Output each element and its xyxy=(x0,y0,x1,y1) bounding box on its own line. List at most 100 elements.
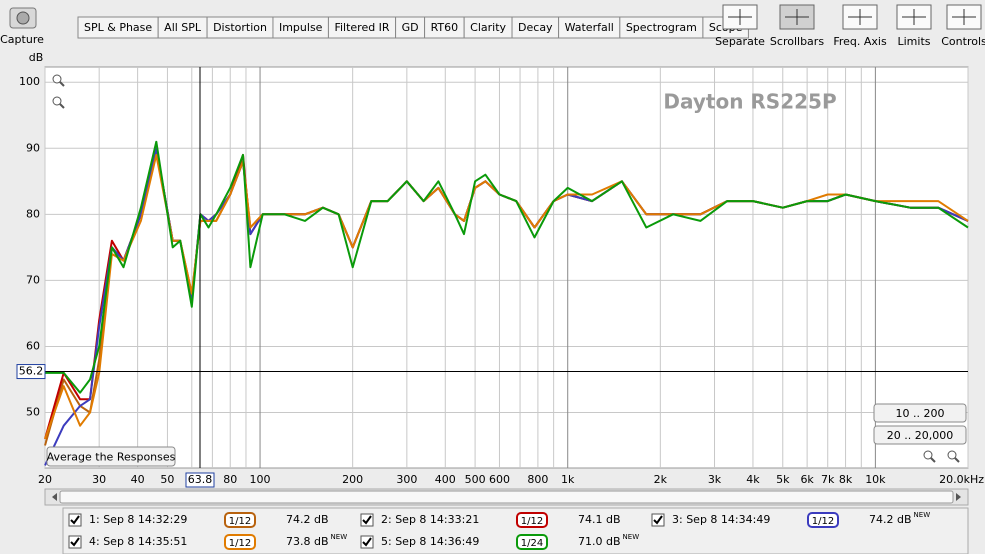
x-tick-label: 600 xyxy=(489,473,510,486)
legend-check[interactable] xyxy=(70,537,80,547)
x-tick-label: 20.0kHz xyxy=(939,473,984,486)
zoom-icon[interactable] xyxy=(923,450,936,463)
button[interactable]: 10 .. 200 xyxy=(873,403,967,423)
y-tick-label: 50 xyxy=(26,406,40,419)
tab[interactable]: Clarity xyxy=(463,16,513,39)
tab[interactable]: RT60 xyxy=(424,16,465,39)
smoothing-label: 1/12 xyxy=(229,516,251,527)
y-axis-label: dB xyxy=(29,51,44,64)
overlay: 56.2 63.8 10 .. 200 20 .. 20,000 Average the… xyxy=(16,67,968,488)
button[interactable]: Average the Responses xyxy=(46,446,176,467)
smoothing-label: 1/12 xyxy=(812,516,834,527)
view-button[interactable]: Limits xyxy=(896,4,932,48)
zoom-icon[interactable] xyxy=(52,96,65,109)
view-buttons: Separate Scrollbars Freq. Axis Limits Contro… xyxy=(715,4,985,48)
legend-level: 74.2 dB xyxy=(869,513,912,526)
tab[interactable]: Impulse xyxy=(272,16,329,39)
x-tick-label: 80 xyxy=(223,473,237,486)
tab[interactable]: GD xyxy=(395,16,426,39)
tab[interactable]: All SPL xyxy=(157,16,208,39)
zoom-lens[interactable] xyxy=(52,96,62,106)
tab[interactable]: Decay xyxy=(511,16,560,39)
view-glyph[interactable] xyxy=(728,9,752,25)
zoom-handle[interactable] xyxy=(930,457,936,463)
zoom-handle[interactable] xyxy=(59,81,65,87)
smoothing-box[interactable] xyxy=(224,512,256,528)
tab-label: SPL & Phase xyxy=(84,21,152,34)
plot-area xyxy=(44,66,969,469)
tab[interactable]: SPL & Phase xyxy=(77,16,159,39)
button-box[interactable] xyxy=(46,446,176,467)
smoothing-box[interactable] xyxy=(224,534,256,550)
legend-check[interactable] xyxy=(362,537,372,547)
zoom-lens[interactable] xyxy=(923,450,933,460)
smoothing-box[interactable] xyxy=(516,534,548,550)
scrollbar[interactable] xyxy=(44,488,969,506)
legend-level: 73.8 dB xyxy=(286,535,329,548)
smoothing-box[interactable] xyxy=(516,512,548,528)
chart-title: Dayton RS225P xyxy=(663,90,836,114)
legend-check[interactable] xyxy=(70,515,80,525)
tab[interactable]: Waterfall xyxy=(558,16,621,39)
button-box[interactable] xyxy=(873,403,967,423)
view-button[interactable]: Freq. Axis xyxy=(833,4,887,48)
view-glyph[interactable] xyxy=(952,9,976,25)
legend-name: 3: Sep 8 14:34:49 xyxy=(672,513,770,526)
y-tick-label: 100 xyxy=(19,75,40,88)
tab-label: All SPL xyxy=(164,21,202,34)
smoothing-box[interactable] xyxy=(807,512,839,528)
button[interactable]: 20 .. 20,000 xyxy=(873,425,967,445)
view-button[interactable]: Controls xyxy=(941,4,985,48)
x-tick-label: 800 xyxy=(527,473,548,486)
tab[interactable]: Filtered IR xyxy=(327,16,397,39)
tab-bar: SPL & Phase All SPL Distortion Impulse Filte… xyxy=(77,16,749,39)
tab[interactable]: Distortion xyxy=(206,16,274,39)
legend-entry: 5: Sep 8 14:36:49 1/24 71.0 dB NEW xyxy=(360,533,639,550)
legend-check[interactable] xyxy=(653,515,663,525)
x-tick-label: 300 xyxy=(396,473,417,486)
tab-label: Waterfall xyxy=(565,21,614,34)
legend-name: 4: Sep 8 14:35:51 xyxy=(89,535,187,548)
cursor-y-box xyxy=(16,364,46,380)
x-tick-label: 30 xyxy=(92,473,106,486)
x-tick-label: 40 xyxy=(131,473,145,486)
x-tick-label: 500 xyxy=(465,473,486,486)
zoom-handle[interactable] xyxy=(954,457,960,463)
capture-icon[interactable] xyxy=(9,7,37,29)
x-tick-label: 400 xyxy=(435,473,456,486)
legend-entry: 3: Sep 8 14:34:49 1/12 74.2 dB NEW xyxy=(651,511,931,528)
legend-check[interactable] xyxy=(362,515,372,525)
button-box[interactable] xyxy=(873,425,967,445)
lines xyxy=(45,142,968,466)
zoom-icon[interactable] xyxy=(947,450,960,463)
view-button[interactable]: Separate xyxy=(715,4,765,48)
legend-name: 5: Sep 8 14:36:49 xyxy=(381,535,479,548)
legend-badge: NEW xyxy=(331,533,348,541)
x-tick-label: 3k xyxy=(708,473,722,486)
zoom-lens[interactable] xyxy=(52,74,62,84)
grid xyxy=(44,67,969,468)
x-tick-label: 200 xyxy=(342,473,363,486)
smoothing-label: 1/12 xyxy=(229,538,251,549)
tab[interactable]: Spectrogram xyxy=(619,16,704,39)
cursor-x-label: 63.8 xyxy=(188,473,213,486)
tab-label: Spectrogram xyxy=(626,21,697,34)
series-line xyxy=(45,142,968,393)
view-glyph[interactable] xyxy=(785,9,809,25)
legend-badge: NEW xyxy=(914,511,931,519)
x-tick-label: 1k xyxy=(561,473,575,486)
legend-entry: 1: Sep 8 14:32:29 1/12 74.2 dB xyxy=(68,512,329,528)
x-tick-label: 4k xyxy=(746,473,760,486)
view-glyph[interactable] xyxy=(902,9,926,25)
view-label: Limits xyxy=(898,35,931,48)
view-button[interactable]: Scrollbars xyxy=(770,4,824,48)
x-tick-label: 5k xyxy=(776,473,790,486)
y-tick-label: 60 xyxy=(26,339,40,352)
view-glyph[interactable] xyxy=(848,9,872,25)
zoom-lens[interactable] xyxy=(947,450,957,460)
zoom-handle[interactable] xyxy=(59,103,65,109)
zoom-icon[interactable] xyxy=(52,74,65,87)
legend-name: 2: Sep 8 14:33:21 xyxy=(381,513,479,526)
